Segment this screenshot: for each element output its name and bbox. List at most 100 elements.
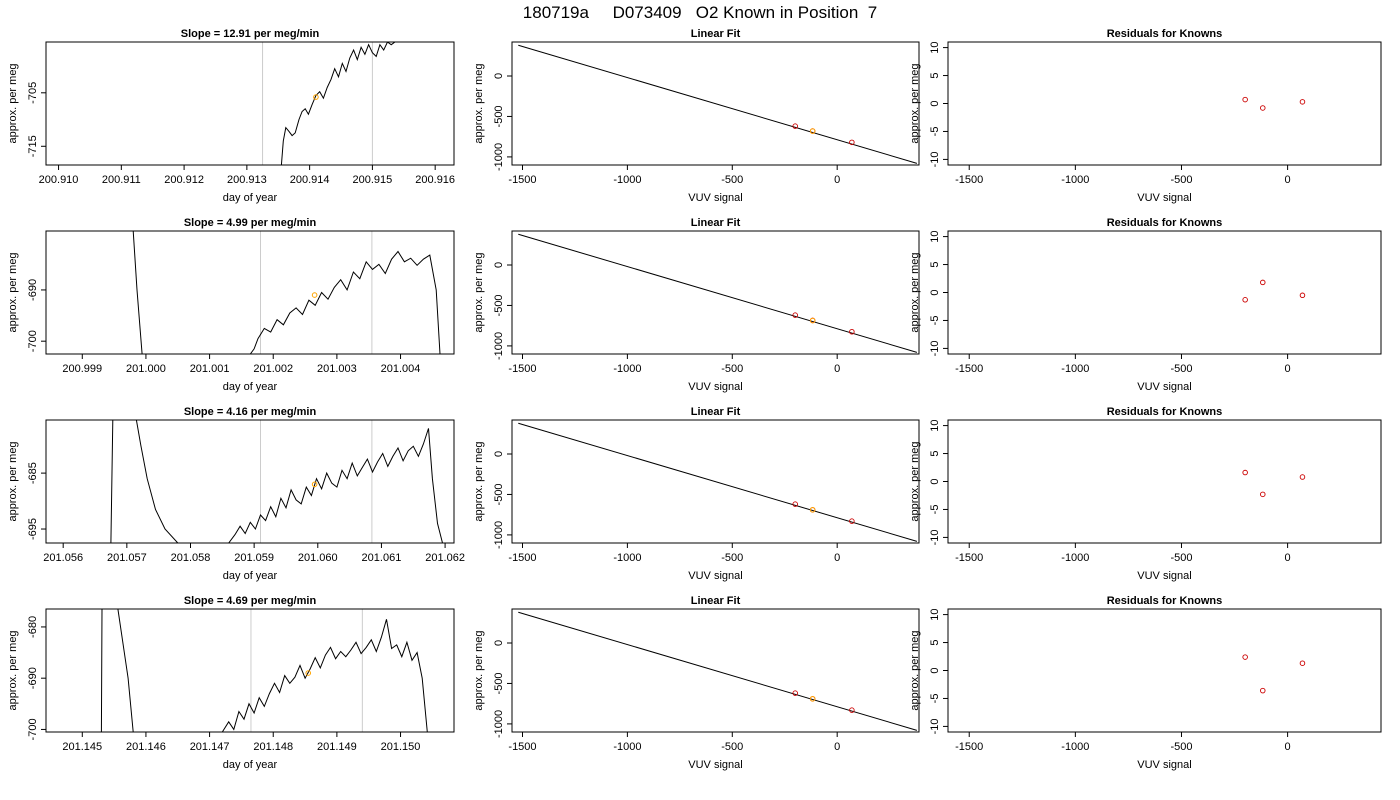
panel-10-x-tick-label-6: 201.150	[381, 741, 421, 753]
panel-6-x-tick-label-4: 0	[1285, 363, 1291, 375]
panel-5-point-3	[849, 328, 855, 335]
panel-2-x-tick-label-4: 0	[834, 174, 840, 186]
panel-12-y-tick-label-5: -10	[929, 718, 941, 734]
panel-9-x-tick-label-1: -1500	[955, 552, 983, 564]
panel-8-fit-line	[518, 422, 918, 542]
panel-12-title: Residuals for Knowns	[1107, 595, 1223, 607]
panel-9-y-tick-label-3: 0	[929, 478, 941, 484]
panel-10-plot-frame	[45, 608, 455, 733]
panel-2-x-tick-label-2: -1000	[613, 174, 641, 186]
panel-3-x-tick-label-2: -1000	[1061, 174, 1089, 186]
panel-9-point-1	[1242, 469, 1248, 476]
panel-9-x-axis-label: VUV signal	[1137, 570, 1191, 582]
panel-1-x-tick-label-3: 200.912	[164, 174, 204, 186]
panel-1-x-tick-label-1: 200.910	[39, 174, 79, 186]
panel-6-y-tick-label-1: 10	[929, 230, 941, 242]
panel-2-x-axis-label: VUV signal	[688, 192, 742, 204]
panel-3-y-tick-label-4: -5	[929, 127, 941, 137]
panel-4-x-axis-label: day of year	[223, 381, 278, 393]
panel-4-plot-frame	[45, 230, 455, 355]
panel-6-y-tick-label-4: -5	[929, 316, 941, 326]
panel-11-y-axis-label: approx. per meg	[473, 630, 485, 710]
panel-3-y-tick-label-1: 10	[929, 41, 941, 53]
panel-1-x-tick-label-7: 200.916	[415, 174, 455, 186]
panel-5-x-tick-label-1: -1500	[508, 363, 536, 375]
panel-7-x-tick-label-6: 201.061	[362, 552, 402, 564]
panel-9-y-tick-label-1: 10	[929, 419, 941, 431]
panel-9-plot-frame	[947, 419, 1382, 544]
panel-7-x-tick-label-7: 201.062	[425, 552, 465, 564]
panel-4-x-tick-label-4: 201.002	[253, 363, 293, 375]
panel-12-x-tick-label-2: -1000	[1061, 741, 1089, 753]
panel-1-y-tick-label-2: -715	[27, 135, 39, 157]
panel-2-x-tick-label-3: -500	[721, 174, 743, 186]
panel-3-point-3	[1299, 99, 1306, 105]
panel-12-point-1	[1242, 654, 1248, 660]
panel-3-x-tick-label-3: -500	[1170, 174, 1192, 186]
panel-6-y-tick-label-5: -10	[929, 340, 941, 356]
panel-11-point-3	[849, 707, 855, 713]
panel-5-fit-line	[518, 233, 918, 353]
panel-12-y-tick-label-2: 5	[929, 639, 941, 645]
panel-12-y-tick-label-3: 0	[929, 667, 941, 673]
panel-3-point-1	[1242, 96, 1248, 103]
panel-1-plot-frame	[45, 41, 455, 166]
panel-10-y-tick-label-2: -690	[27, 667, 39, 689]
panel-6-x-tick-label-2: -1000	[1061, 363, 1089, 375]
panel-6-y-tick-label-2: 5	[929, 261, 941, 267]
panel-6-plot-frame	[947, 230, 1382, 355]
panel-4-known-point	[311, 292, 318, 298]
panel-12-plot-frame	[947, 608, 1382, 733]
panel-12-x-tick-label-3: -500	[1170, 741, 1192, 753]
panel-9-y-tick-label-2: 5	[929, 450, 941, 456]
panel-4-x-tick-label-5: 201.003	[317, 363, 357, 375]
panel-1-title: Slope = 12.91 per meg/min	[181, 28, 320, 40]
panel-2-y-tick-label-2: -500	[493, 105, 505, 127]
panel-10-x-tick-label-3: 201.147	[190, 741, 230, 753]
panel-3-y-axis-label: approx. per meg	[909, 63, 921, 143]
panel-2-y-axis-label: approx. per meg	[473, 63, 485, 143]
panel-6-y-tick-label-3: 0	[929, 289, 941, 295]
panel-7-x-axis-label: day of year	[223, 570, 278, 582]
panel-3-y-tick-label-5: -10	[929, 151, 941, 167]
panel-7-y-tick-label-2: -695	[27, 518, 39, 540]
panel-6-point-1	[1242, 297, 1248, 303]
panel-6-x-tick-label-1: -1500	[955, 363, 983, 375]
panel-12-point-2	[1260, 687, 1266, 694]
panel-3-x-tick-label-1: -1500	[955, 174, 983, 186]
panel-10-x-tick-label-1: 201.145	[62, 741, 102, 753]
panel-2-title: Linear Fit	[691, 28, 741, 40]
panel-5-known-point	[809, 317, 816, 324]
panel-6-point-3	[1299, 292, 1306, 299]
panel-3-x-axis-label: VUV signal	[1137, 192, 1191, 204]
panel-7-known-point	[311, 481, 318, 488]
panel-9-title: Residuals for Knowns	[1107, 406, 1223, 418]
panel-7-plot-frame	[45, 419, 455, 544]
panel-10-x-tick-label-2: 201.146	[126, 741, 166, 753]
panel-8-y-tick-label-3: -1000	[493, 521, 505, 549]
panel-3-title: Residuals for Knowns	[1107, 28, 1223, 40]
panel-3-x-tick-label-4: 0	[1285, 174, 1291, 186]
panel-1-x-tick-label-6: 200.915	[353, 174, 393, 186]
panel-11-known-point	[809, 696, 816, 702]
panel-2-point-1	[792, 123, 798, 129]
panel-8-x-tick-label-3: -500	[721, 552, 743, 564]
panel-5-plot-frame	[511, 230, 920, 355]
panel-11-fit-line	[518, 611, 918, 731]
panel-5-y-tick-label-1: 0	[493, 262, 505, 268]
panel-10-trace-line	[100, 609, 428, 732]
panel-6-title: Residuals for Knowns	[1107, 217, 1223, 229]
panel-1-y-tick-label-1: -705	[27, 82, 39, 104]
panel-10-x-tick-label-4: 201.148	[253, 741, 293, 753]
panel-2-x-tick-label-1: -1500	[508, 174, 536, 186]
panel-4-y-tick-label-1: -690	[27, 279, 39, 301]
panel-4-x-tick-label-3: 201.001	[190, 363, 230, 375]
panel-10-x-tick-label-5: 201.149	[317, 741, 357, 753]
panel-9-y-tick-label-5: -10	[929, 529, 941, 545]
panel-9-x-tick-label-3: -500	[1170, 552, 1192, 564]
panel-12-point-3	[1299, 660, 1306, 666]
page-title: 180719a D073409 O2 Known in Position 7	[522, 3, 878, 22]
panel-1-trace-line	[280, 42, 396, 165]
panel-1-x-tick-label-4: 200.913	[227, 174, 267, 186]
